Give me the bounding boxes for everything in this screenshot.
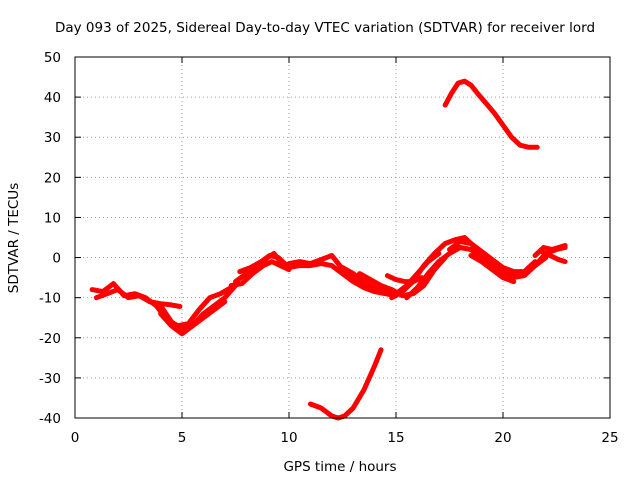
series-track-16 — [468, 253, 517, 285]
y-tick-label: 0 — [52, 251, 61, 267]
series-track-15 — [447, 239, 538, 275]
y-tick-label: -40 — [39, 411, 61, 427]
series-track-11 — [357, 255, 448, 299]
y-tick-label: 50 — [44, 50, 61, 66]
y-tick-label: 10 — [44, 210, 61, 226]
plot-frame — [74, 56, 611, 419]
x-tick-label: 20 — [494, 430, 511, 446]
y-tick-label: -30 — [39, 371, 61, 387]
series-track-7 — [237, 253, 290, 275]
series-track-9 — [286, 261, 399, 299]
chart-title: Day 093 of 2025, Sidereal Day-to-day VTE… — [55, 20, 595, 36]
series-track-6 — [228, 259, 292, 289]
y-tick-label: -10 — [39, 291, 61, 307]
axis-ticks: 0 5 10 15 20 25 -40 -30 -20 -10 0 10 20 30 40 50 — [39, 50, 619, 446]
grid — [75, 57, 610, 418]
x-tick-label: 10 — [280, 430, 297, 446]
y-tick-label: 30 — [44, 130, 61, 146]
x-tick-label: 15 — [387, 430, 404, 446]
x-tick-label: 5 — [178, 430, 187, 446]
series-track-18 — [539, 249, 568, 265]
series-track-19 — [442, 78, 540, 150]
series-track-20 — [307, 347, 384, 421]
x-tick-label: 0 — [71, 430, 80, 446]
data-series — [89, 78, 568, 421]
x-tick-label: 25 — [601, 430, 618, 446]
y-axis-label: SDTVAR / TECUs — [6, 183, 22, 293]
y-tick-label: 20 — [44, 170, 61, 186]
x-axis-label: GPS time / hours — [283, 459, 396, 475]
y-tick-label: 40 — [44, 90, 61, 106]
y-tick-label: -20 — [39, 331, 61, 347]
series-track-4 — [158, 283, 238, 337]
series-track-14 — [384, 273, 425, 285]
series-track-3 — [147, 299, 183, 309]
